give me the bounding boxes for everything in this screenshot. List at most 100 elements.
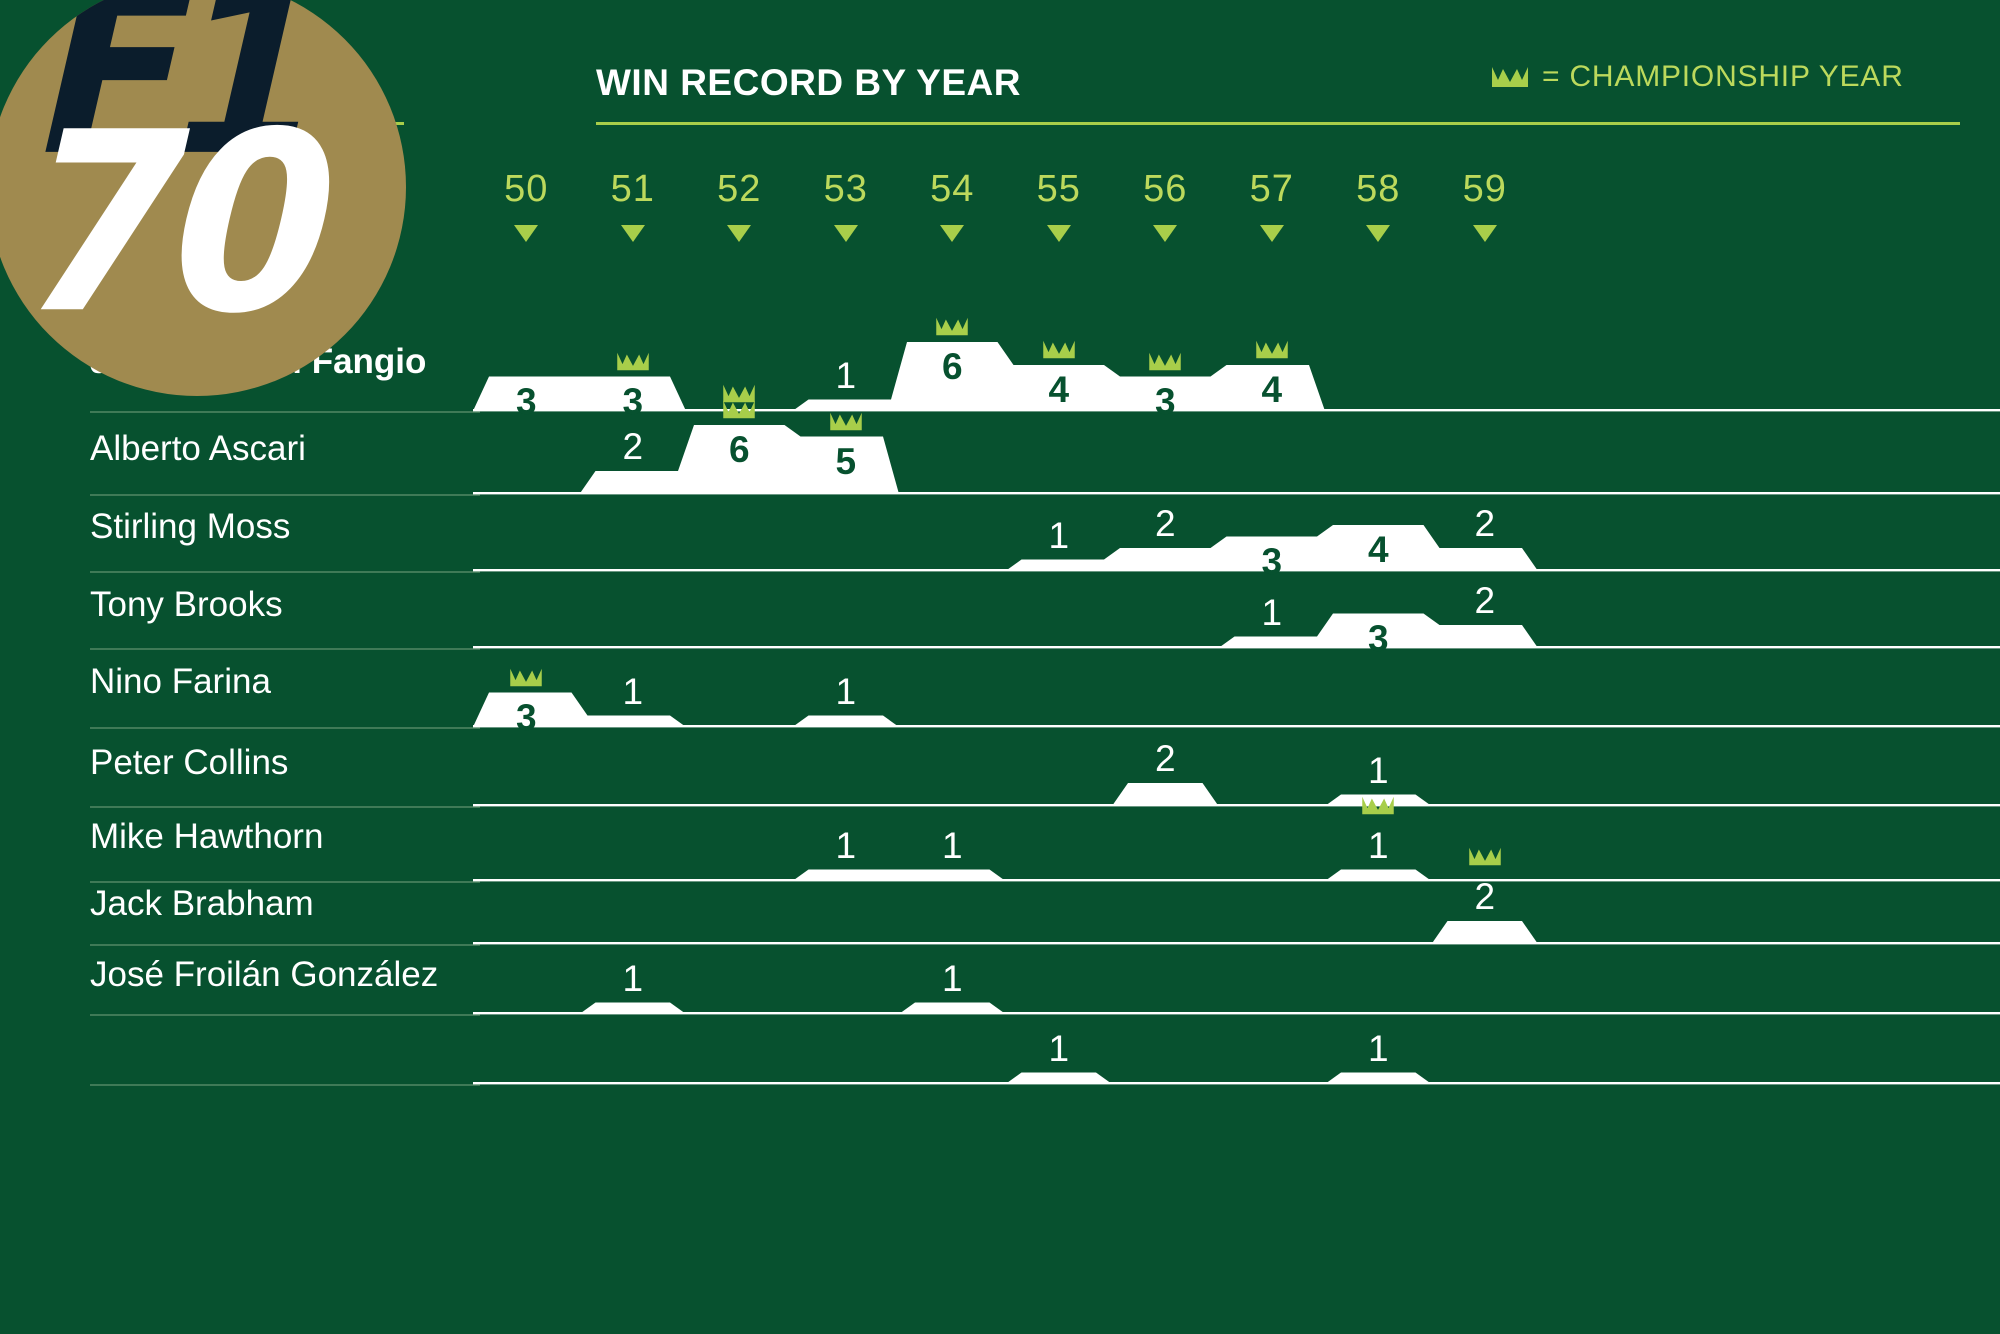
- year-column-55: 55: [994, 168, 1124, 242]
- win-value-label: 1: [941, 824, 963, 866]
- win-value-label: 1: [622, 957, 644, 999]
- year-column-51: 51: [568, 168, 698, 242]
- triangle-down-icon: [833, 225, 858, 242]
- triangle-down-icon: [1153, 225, 1178, 242]
- triangle-down-icon: [514, 225, 539, 242]
- wins-area-segment: [792, 342, 1325, 411]
- row-divider: [90, 571, 480, 573]
- year-label: 57: [1249, 168, 1294, 210]
- year-label: 54: [930, 168, 975, 210]
- win-value-label: 4: [1367, 529, 1389, 570]
- win-value-label: 3: [1261, 540, 1283, 582]
- triangle-down-icon: [727, 225, 752, 242]
- crown-icon: [1100, 351, 1230, 377]
- win-value-label: 2: [1474, 503, 1496, 544]
- win-value-label: 2: [622, 426, 644, 467]
- driver-row: Nino Farina 3 1 1: [0, 0, 2000, 738]
- driver-name: Jack Brabham: [90, 884, 314, 923]
- triangle-down-icon: [1366, 225, 1391, 242]
- year-label: 56: [1143, 168, 1188, 210]
- win-value-label: 3: [515, 696, 537, 738]
- driver-name: Peter Collins: [90, 743, 289, 782]
- win-value-label: 1: [835, 354, 857, 396]
- year-column-57: 57: [1207, 168, 1337, 242]
- win-value-label: 1: [941, 957, 963, 999]
- row-divider: [90, 1014, 480, 1016]
- win-value-label: 2: [1474, 876, 1496, 917]
- row-divider: [90, 881, 480, 883]
- header-rule-right: [596, 122, 1960, 125]
- year-column-53: 53: [781, 168, 911, 242]
- year-label: 58: [1356, 168, 1401, 210]
- win-value-label: 1: [1367, 749, 1389, 791]
- driver-row: Stirling Moss 1 2 3 4 2: [0, 0, 2000, 582]
- year-label: 50: [504, 168, 549, 210]
- legend: = CHAMPIONSHIP YEAR: [1492, 60, 1904, 94]
- year-label: 59: [1462, 168, 1507, 210]
- win-value-label: 2: [1474, 580, 1496, 621]
- row-divider: [90, 411, 480, 413]
- triangle-down-icon: [1472, 225, 1497, 242]
- win-value-label: 2: [1154, 738, 1176, 779]
- triangle-down-icon: [620, 225, 645, 242]
- row-divider: [90, 944, 480, 946]
- wins-area-segment: [1005, 1072, 1112, 1084]
- crown-icon: [568, 351, 698, 377]
- driver-name: José Froilán González: [90, 955, 439, 994]
- f1-70-logo: F1 70: [0, 0, 406, 396]
- win-value-label: 4: [1048, 369, 1070, 410]
- wins-area-segment: [1218, 613, 1538, 648]
- win-value-label: 1: [1048, 1027, 1070, 1069]
- wins-area-segment: [1325, 1072, 1432, 1084]
- year-label: 51: [610, 168, 655, 210]
- plot-baseline: [473, 725, 2000, 728]
- crown-icon: [1207, 339, 1337, 365]
- win-value-label: 6: [941, 346, 963, 387]
- wins-area-segment: [792, 715, 899, 727]
- wins-area-segment: [899, 1002, 1006, 1014]
- wins-area-segment: [579, 425, 899, 494]
- driver-row: José Froilán González 1 1: [0, 0, 2000, 1016]
- year-column-54: 54: [887, 168, 1017, 242]
- driver-row: Peter Collins 2 1: [0, 0, 2000, 808]
- wins-area-segment: [1325, 794, 1432, 806]
- plot-baseline: [473, 1082, 2000, 1085]
- win-value-label: 3: [1154, 380, 1176, 422]
- driver-row: Tony Brooks 1 3 2: [0, 0, 2000, 659]
- win-value-label: 1: [622, 670, 644, 712]
- crown-icon: [1492, 65, 1528, 89]
- driver-row: Jack Brabham 2: [0, 0, 2000, 946]
- year-label: 52: [717, 168, 762, 210]
- legend-label: = CHAMPIONSHIP YEAR: [1542, 60, 1904, 93]
- plot-baseline: [473, 804, 2000, 807]
- wins-area-segment: [1005, 525, 1538, 571]
- win-value-label: 6: [728, 429, 750, 470]
- win-value-label: 5: [835, 440, 857, 482]
- win-value-label: 3: [515, 380, 537, 422]
- plot-baseline: [473, 492, 2000, 495]
- year-column-56: 56: [1100, 168, 1230, 242]
- crown-icon: [994, 339, 1124, 365]
- win-value-label: 1: [835, 670, 857, 712]
- row-divider: [90, 494, 480, 496]
- plot-baseline: [473, 942, 2000, 945]
- row-divider: [90, 1084, 480, 1086]
- crown-icon: [1313, 795, 1443, 821]
- driver-row: Alberto Ascari 2 6 5: [0, 0, 2000, 496]
- crown-icon: [461, 667, 591, 693]
- wins-area-segment: [473, 692, 686, 727]
- driver-name: Tony Brooks: [90, 585, 283, 624]
- win-value-label: 3: [1367, 617, 1389, 659]
- logo-70-text: 70: [0, 80, 356, 369]
- year-column-58: 58: [1313, 168, 1443, 242]
- crown-icon: [674, 399, 804, 425]
